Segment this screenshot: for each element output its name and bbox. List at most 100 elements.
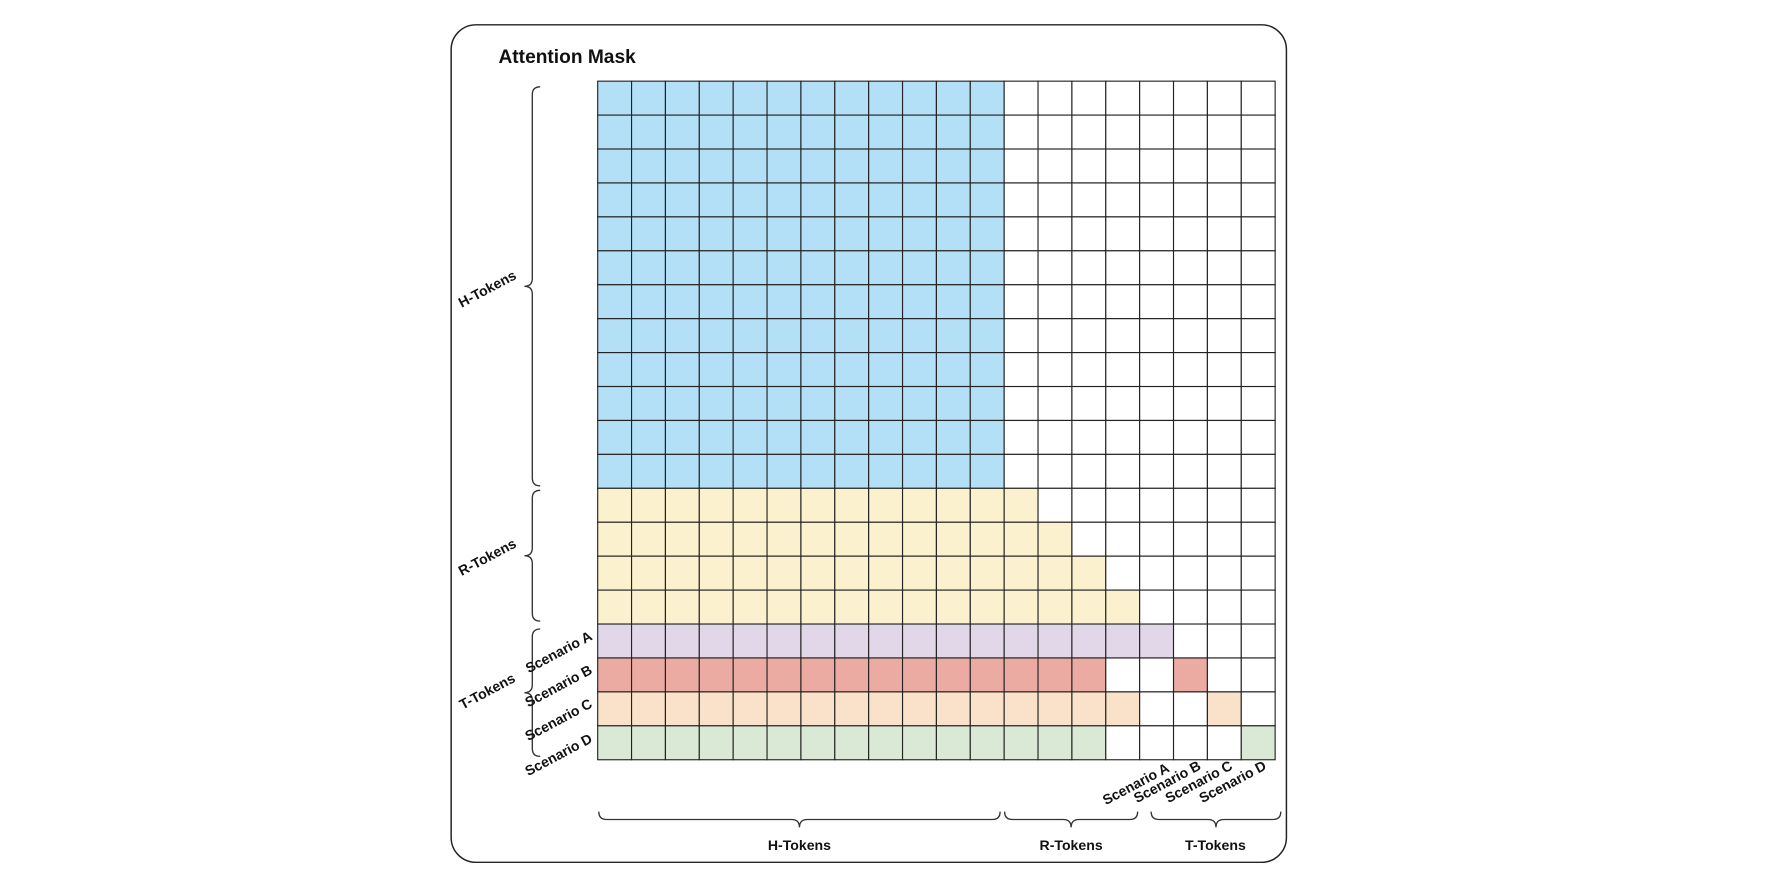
mask-cell [597,555,633,591]
mask-cell [1105,487,1141,523]
mask-cell [630,250,666,286]
mask-cell [901,352,937,388]
mask-cell [969,623,1005,659]
mask-cell [935,318,971,354]
mask-cell [1206,691,1242,727]
mask-cell [834,216,870,252]
mask-cell [597,352,633,388]
mask-cell [901,284,937,320]
mask-cell [1240,216,1276,252]
mask-cell [1240,250,1276,286]
mask-cell [1037,419,1073,455]
mask-cell [1240,80,1276,116]
mask-cell [935,148,971,184]
mask-cell [868,182,904,218]
mask-cell [1037,182,1073,218]
mask-cell [834,691,870,727]
mask-cell [969,80,1005,116]
mask-cell [800,352,836,388]
mask-grid [597,80,1276,761]
mask-cell [935,385,971,422]
mask-cell [1240,385,1276,422]
mask-cell [698,691,734,727]
mask-cell [732,216,768,252]
mask-cell [868,352,904,388]
mask-cell [1071,521,1107,557]
mask-cell [834,385,870,422]
mask-cell [1139,148,1175,184]
mask-cell [935,284,971,320]
mask-cell [1003,250,1039,286]
mask-cell [969,352,1005,388]
mask-cell [868,623,904,659]
mask-cell [732,419,768,455]
mask-cell [1105,691,1141,727]
mask-cell [766,250,802,286]
mask-cell [1037,318,1073,354]
mask-cell [935,80,971,116]
mask-cell [630,385,666,422]
mask-cell [732,148,768,184]
mask-cell [1206,555,1242,591]
mask-cell [800,487,836,523]
mask-cell [1105,182,1141,218]
mask-cell [1139,623,1175,659]
mask-cell [766,216,802,252]
mask-cell [597,487,633,523]
mask-cell [834,250,870,286]
mask-cell [1071,80,1107,116]
mask-cell [1206,114,1242,150]
mask-cell [834,521,870,557]
mask-cell [1240,555,1276,591]
mask-cell [935,352,971,388]
mask-cell [1240,657,1276,693]
mask-cell [1172,419,1208,455]
mask-cell [630,623,666,659]
mask-cell [1206,521,1242,557]
mask-cell [1037,385,1073,422]
mask-cell [800,250,836,286]
mask-cell [1206,250,1242,286]
mask-cell [834,114,870,150]
mask-cell [597,385,633,422]
mask-cell [1071,623,1107,659]
mask-cell [969,691,1005,727]
mask-cell [664,521,700,557]
mask-cell [698,114,734,150]
mask-cell [766,589,802,625]
mask-cell [800,589,836,625]
mask-cell [1003,216,1039,252]
mask-cell [766,385,802,422]
mask-cell [1139,691,1175,727]
mask-cell [1172,318,1208,354]
mask-cell [597,216,633,252]
mask-cell [664,80,700,116]
mask-cell [1071,216,1107,252]
mask-cell [1139,419,1175,455]
mask-cell [800,419,836,455]
mask-cell [1003,148,1039,184]
mask-cell [630,419,666,455]
mask-cell [935,555,971,591]
mask-cell [732,182,768,218]
mask-cell [800,555,836,591]
mask-cell [935,250,971,286]
mask-cell [630,352,666,388]
mask-cell [732,453,768,489]
mask-cell [868,521,904,557]
mask-cell [732,114,768,150]
mask-cell [1172,385,1208,422]
mask-cell [698,352,734,388]
mask-cell [732,521,768,557]
mask-cell [800,284,836,320]
mask-cell [969,250,1005,286]
mask-cell [1105,250,1141,286]
mask-cell [1240,148,1276,184]
mask-cell [969,419,1005,455]
mask-cell [1105,657,1141,693]
mask-cell [1003,725,1039,761]
column-group-label: T-Tokens [1185,837,1246,853]
mask-cell [597,657,633,693]
mask-cell [1071,487,1107,523]
